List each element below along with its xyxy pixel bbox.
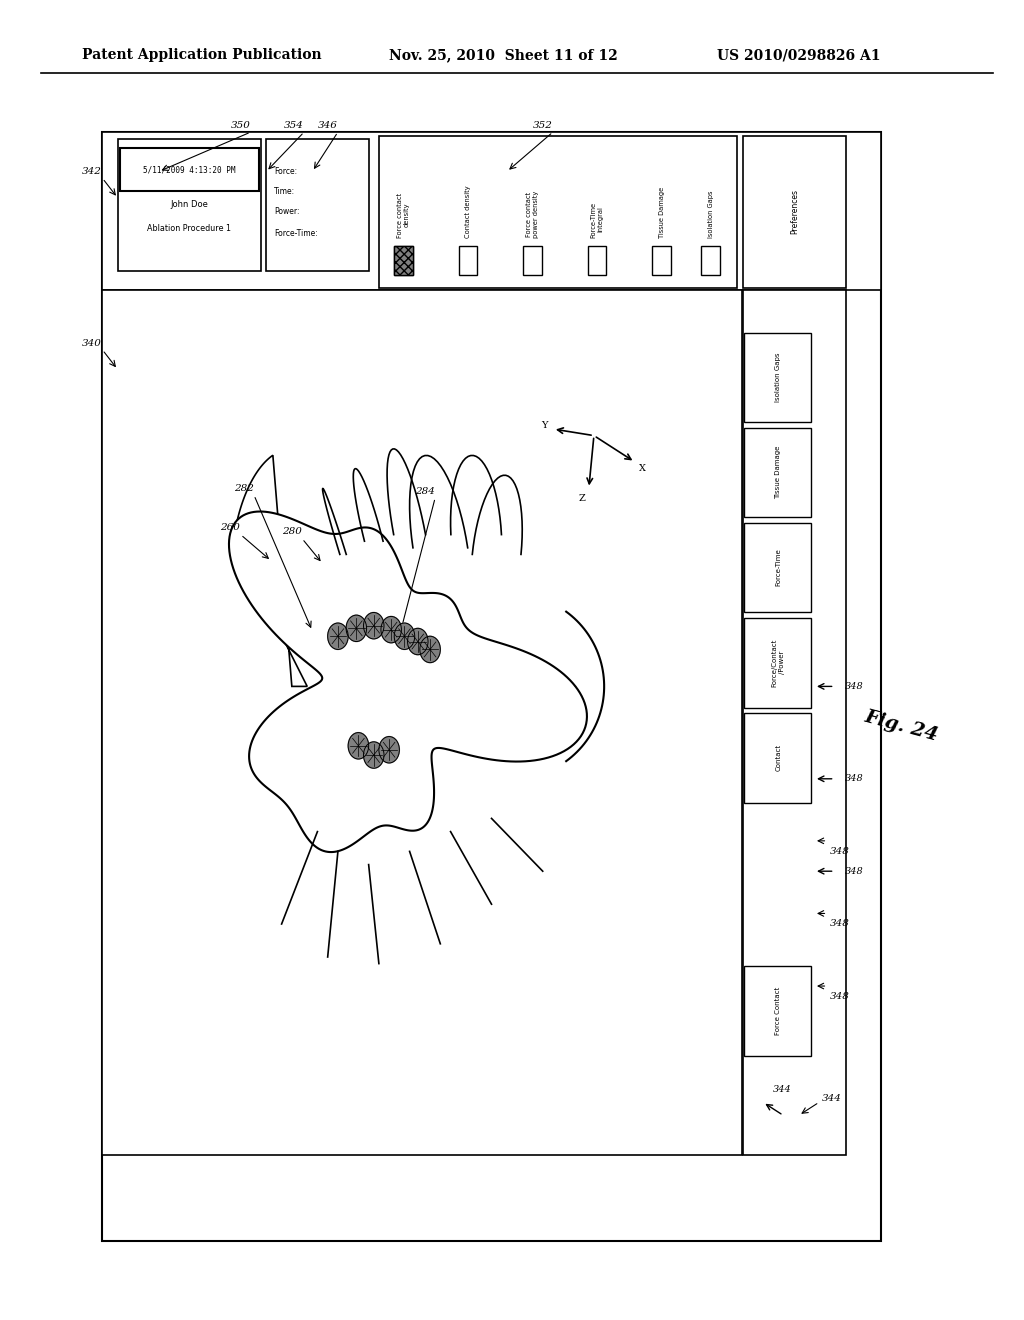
Bar [379,136,737,288]
Text: Force-Time
Integral: Force-Time Integral [591,202,603,238]
Text: 348: 348 [829,847,849,855]
Text: Contact: Contact [775,744,781,771]
Text: 346: 346 [317,121,338,129]
Circle shape [328,623,348,649]
Text: Force-Time:: Force-Time: [274,230,318,238]
Bar [102,132,881,290]
Bar [744,966,811,1056]
Text: Tissue Damage: Tissue Damage [658,186,665,238]
Text: 340: 340 [82,339,102,347]
Bar [394,246,413,275]
Circle shape [420,636,440,663]
Bar [743,136,846,288]
Text: Fig. 24: Fig. 24 [862,708,940,744]
Text: Ablation Procedure 1: Ablation Procedure 1 [147,224,231,232]
Text: Y: Y [542,421,548,429]
Text: 348: 348 [829,993,849,1001]
Circle shape [364,612,384,639]
Circle shape [381,616,401,643]
Text: Time:: Time: [274,187,296,195]
Text: Force Contact: Force Contact [775,987,781,1035]
Circle shape [394,623,415,649]
Text: Preferences: Preferences [791,189,799,234]
Text: 350: 350 [230,121,251,129]
Bar [744,523,811,612]
Text: Patent Application Publication: Patent Application Publication [82,49,322,62]
Text: 352: 352 [532,121,553,129]
Polygon shape [229,512,587,853]
Text: Nov. 25, 2010  Sheet 11 of 12: Nov. 25, 2010 Sheet 11 of 12 [389,49,617,62]
Text: Contact density: Contact density [465,185,471,238]
Text: Force contact
power density: Force contact power density [526,190,539,238]
Bar [701,246,720,275]
Bar [120,148,259,191]
Text: 5/11/2009 4:13:20 PM: 5/11/2009 4:13:20 PM [143,166,236,174]
Bar [588,246,606,275]
Bar [102,132,881,1241]
Text: 344: 344 [822,1094,842,1102]
Bar [102,290,742,1155]
Circle shape [379,737,399,763]
Circle shape [408,628,428,655]
Bar [744,428,811,517]
Text: US 2010/0298826 A1: US 2010/0298826 A1 [717,49,881,62]
Bar [394,246,413,275]
Bar [459,246,477,275]
Bar [744,333,811,422]
Text: 260: 260 [220,524,241,532]
Text: 354: 354 [284,121,304,129]
Bar [744,618,811,708]
Text: 348: 348 [845,867,863,875]
Text: Power:: Power: [274,207,300,215]
Text: X: X [639,465,645,473]
Text: 348: 348 [829,920,849,928]
Text: 284: 284 [415,487,435,495]
Text: Tissue Damage: Tissue Damage [775,446,781,499]
Text: Force-Time: Force-Time [775,549,781,586]
Text: Force/Contact
/Power: Force/Contact /Power [772,639,784,686]
Text: Isolation Gaps: Isolation Gaps [708,190,714,238]
Polygon shape [233,455,307,686]
Text: John Doe: John Doe [171,201,208,209]
Text: 348: 348 [845,682,863,690]
Bar [523,246,542,275]
Text: Force:: Force: [274,168,298,176]
Text: Z: Z [579,495,585,503]
Circle shape [348,733,369,759]
Bar [743,290,846,1155]
Bar [266,139,369,271]
Circle shape [364,742,384,768]
Text: 344: 344 [773,1085,792,1093]
Text: Isolation Gaps: Isolation Gaps [775,352,781,403]
Text: 282: 282 [233,484,254,492]
Text: 348: 348 [845,775,863,783]
Bar [652,246,671,275]
Bar [744,713,811,803]
Circle shape [346,615,367,642]
Text: 342: 342 [82,168,102,176]
Bar [118,139,261,271]
Text: Force contact
density: Force contact density [397,193,410,238]
Text: 280: 280 [282,528,302,536]
